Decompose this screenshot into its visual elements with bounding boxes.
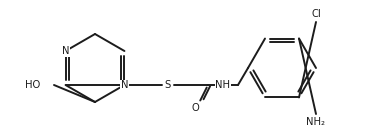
Text: N: N — [121, 80, 128, 90]
Text: N: N — [62, 46, 69, 56]
Text: Cl: Cl — [311, 9, 321, 19]
Text: HO: HO — [25, 80, 40, 90]
Text: O: O — [191, 103, 199, 113]
Text: NH: NH — [215, 80, 230, 90]
Text: NH₂: NH₂ — [307, 117, 325, 127]
Text: S: S — [165, 80, 171, 90]
